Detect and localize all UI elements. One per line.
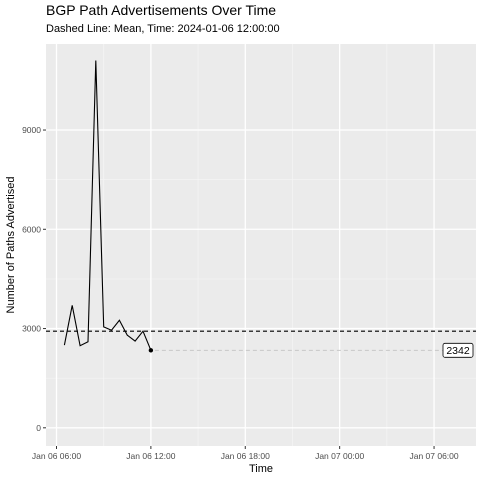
x-tick-label: Jan 06 12:00 bbox=[126, 451, 175, 461]
last-point bbox=[148, 348, 154, 353]
plot-panel bbox=[46, 44, 476, 446]
y-tick-label: 9000 bbox=[22, 125, 41, 135]
x-tick-label: Jan 06 06:00 bbox=[32, 451, 81, 461]
x-axis: Jan 06 06:00 Jan 06 12:00 Jan 06 18:00 Jan … bbox=[32, 446, 459, 461]
y-tick-label: 3000 bbox=[22, 324, 41, 334]
x-tick-label: Jan 07 06:00 bbox=[409, 451, 458, 461]
y-tick-label: 6000 bbox=[22, 224, 41, 234]
y-axis-title: Number of Paths Advertised bbox=[5, 177, 17, 314]
y-axis: 0 3000 6000 9000 bbox=[22, 125, 46, 433]
chart-title: BGP Path Advertisements Over Time bbox=[46, 2, 277, 18]
end-label-box bbox=[442, 342, 474, 358]
series-group bbox=[63, 60, 152, 351]
x-tick-label: Jan 07 00:00 bbox=[315, 451, 364, 461]
x-axis-title: Time bbox=[249, 463, 273, 475]
y-tick-label: 0 bbox=[36, 423, 41, 433]
grid-major bbox=[46, 44, 476, 446]
grid-minor bbox=[46, 44, 476, 446]
x-tick-label: Jan 06 18:00 bbox=[221, 451, 270, 461]
series-line bbox=[63, 60, 152, 351]
end-label: 2342 bbox=[442, 342, 474, 358]
chart-subtitle: Dashed Line: Mean, Time: 2024-01-06 12:0… bbox=[46, 23, 280, 35]
end-label-text: 2342 bbox=[446, 345, 470, 357]
